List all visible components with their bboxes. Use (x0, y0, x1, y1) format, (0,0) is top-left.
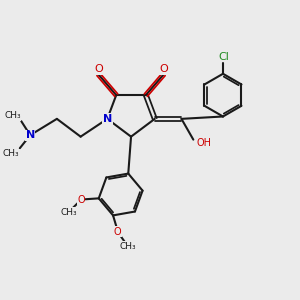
Text: N: N (103, 114, 112, 124)
Text: O: O (159, 64, 168, 74)
Text: O: O (114, 227, 121, 237)
Text: N: N (26, 130, 35, 140)
Text: Cl: Cl (218, 52, 229, 61)
Text: O: O (77, 195, 85, 205)
Text: O: O (94, 64, 103, 74)
Text: CH₃: CH₃ (60, 208, 77, 217)
Text: CH₃: CH₃ (120, 242, 136, 251)
Text: CH₃: CH₃ (4, 111, 21, 120)
Text: OH: OH (197, 138, 212, 148)
Text: CH₃: CH₃ (3, 149, 19, 158)
